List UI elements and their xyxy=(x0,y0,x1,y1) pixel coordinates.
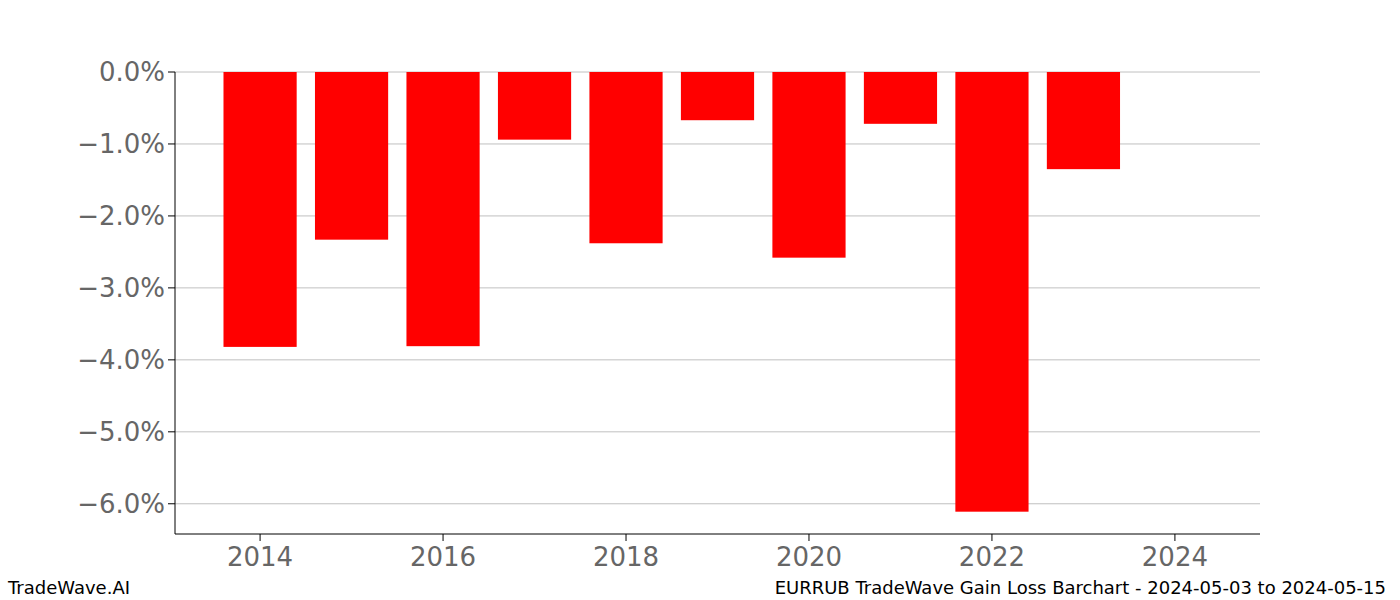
x-tick xyxy=(626,534,627,541)
x-tick xyxy=(443,534,444,541)
x-tick-label: 2022 xyxy=(959,542,1025,572)
grid-line xyxy=(175,287,1260,288)
title: EURRUB TradeWave Gain Loss Barchart - 20… xyxy=(775,577,1386,598)
grid-line xyxy=(175,359,1260,360)
x-tick xyxy=(1174,534,1175,541)
bar xyxy=(589,72,662,243)
y-tick xyxy=(168,431,175,432)
y-tick-label: −6.0% xyxy=(77,489,165,519)
bar xyxy=(772,72,845,258)
y-tick-label: −5.0% xyxy=(77,417,165,447)
y-tick-label: 0.0% xyxy=(99,57,165,87)
y-tick-label: −3.0% xyxy=(77,273,165,303)
y-tick xyxy=(168,143,175,144)
bar xyxy=(955,72,1028,512)
y-tick-label: −1.0% xyxy=(77,129,165,159)
x-tick xyxy=(991,534,992,541)
bar xyxy=(1047,72,1120,169)
x-tick-label: 2014 xyxy=(227,542,293,572)
y-tick xyxy=(168,359,175,360)
y-tick xyxy=(168,72,175,73)
x-tick xyxy=(808,534,809,541)
bar xyxy=(223,72,296,347)
x-tick-label: 2024 xyxy=(1142,542,1208,572)
y-tick-label: −4.0% xyxy=(77,345,165,375)
bar xyxy=(498,72,571,140)
y-tick-label: −2.0% xyxy=(77,201,165,231)
x-tick-label: 2016 xyxy=(410,542,476,572)
bar xyxy=(864,72,937,124)
bars xyxy=(223,72,1120,512)
x-tick xyxy=(260,534,261,541)
y-axis xyxy=(175,72,176,534)
chart: 0.0% −1.0% −2.0% −3.0% −4.0% −5.0% −6.0% 2014 20… xyxy=(0,0,1400,600)
x-tick-label: 2020 xyxy=(776,542,842,572)
y-tick xyxy=(168,287,175,288)
x-tick-label: 2018 xyxy=(593,542,659,572)
bar xyxy=(406,72,479,346)
x-axis xyxy=(175,534,1260,535)
grid-line xyxy=(175,431,1260,432)
footer-left: TradeWave.AI xyxy=(7,577,130,598)
grid-line xyxy=(175,503,1260,504)
bar xyxy=(681,72,754,120)
y-tick xyxy=(168,503,175,504)
y-tick xyxy=(168,215,175,216)
bar xyxy=(315,72,388,240)
